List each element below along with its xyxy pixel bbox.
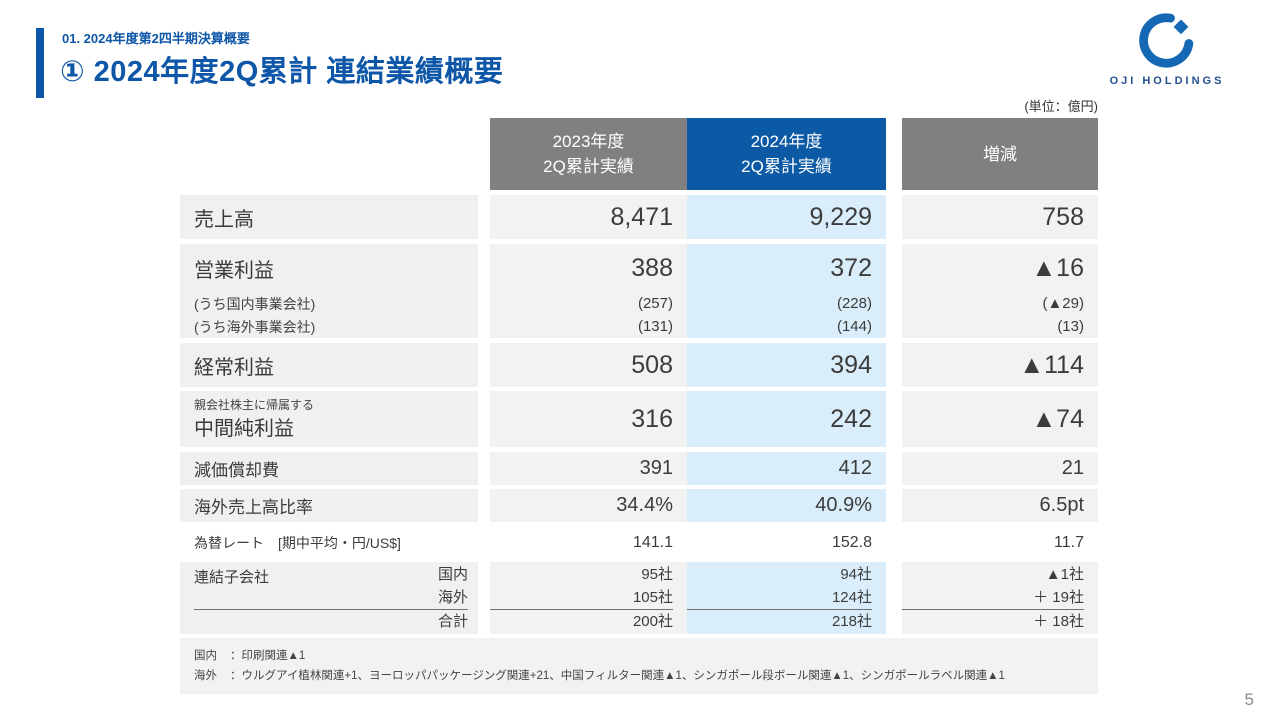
table-row-subsidiaries: 連結子会社 国内 海外 合計 95社 105社 200社 94社 124社 21… — [180, 562, 1098, 634]
value-change-group: ▲16 (▲29) (13) — [902, 244, 1098, 338]
value-fy2024-group: 372 (228) (144) — [687, 244, 886, 338]
value-fy2023-domestic: 95社 — [641, 566, 673, 583]
header-spacer — [180, 118, 490, 190]
change-label: 増減 — [983, 144, 1017, 164]
value-fy2023: 34.4% — [490, 489, 687, 522]
sub-row-label-domestic: (うち国内事業会社) — [194, 295, 316, 312]
value-fy2024: 9,229 — [687, 195, 886, 239]
company-logo: OJI HOLDINGS — [1092, 12, 1242, 87]
value-fy2023-overseas: 105社 — [632, 589, 673, 606]
table-header-row: 2023年度 2Q累計実績 2024年度 2Q累計実績 増減 — [180, 118, 1098, 190]
fy2023-line1: 2023年度 — [552, 132, 625, 151]
value-fy2023-group: 95社 105社 200社 — [490, 562, 687, 634]
sub-row-label-overseas: (うち海外事業会社) — [194, 318, 316, 335]
row-label: 中間純利益 — [194, 417, 294, 440]
value-change: 6.5pt — [902, 489, 1098, 522]
value-fy2023: 388 — [631, 253, 673, 282]
sub-value-change-domestic: (▲29) — [1042, 295, 1084, 312]
category-domestic: 国内 — [437, 566, 468, 583]
table-row-ordinary-profit: 経常利益 508 394 ▲114 — [180, 343, 1098, 387]
value-change-group: ▲1社 ＋ 19社 ＋ 18社 — [902, 562, 1098, 634]
value-fy2023: 316 — [490, 391, 687, 447]
value-fy2024: 394 — [687, 343, 886, 387]
footnote-text: ：印刷関連▲1 — [230, 650, 306, 662]
sub-value-fy2024-overseas: (144) — [836, 318, 872, 335]
table-row-fx-rate: 為替レート [期中平均・円/US$] 141.1 152.8 11.7 — [180, 527, 1098, 558]
value-change: 21 — [902, 452, 1098, 485]
row-label: 為替レート [期中平均・円/US$] — [194, 534, 401, 551]
table-row-operating-profit: 営業利益 (うち国内事業会社) (うち海外事業会社) 388 (257) (13… — [180, 244, 1098, 338]
value-fy2024: 372 — [830, 253, 872, 282]
row-label: 減価償却費 — [180, 452, 478, 485]
row-label: 営業利益 — [194, 259, 274, 282]
value-change: ▲114 — [902, 343, 1098, 387]
value-fy2023-total: 200社 — [490, 609, 673, 633]
fy2024-line1: 2024年度 — [750, 132, 823, 151]
value-fy2023-group: 388 (257) (131) — [490, 244, 687, 338]
table-row-net-income: 親会社株主に帰属する 中間純利益 316 242 ▲74 — [180, 391, 1098, 447]
footnotes-box: 国内 ：印刷関連▲1 海外 ：ウルグアイ植林関連+1、ヨーロッパパッケージング関… — [180, 638, 1098, 694]
table-row-overseas-sales-ratio: 海外売上高比率 34.4% 40.9% 6.5pt — [180, 489, 1098, 522]
value-fy2024: 412 — [687, 452, 886, 485]
row-label: 経常利益 — [180, 343, 478, 387]
value-change-domestic: ▲1社 — [1045, 566, 1084, 583]
value-fy2024: 242 — [687, 391, 886, 447]
fy2024-line2: 2Q累計実績 — [741, 157, 832, 176]
value-fy2024-domestic: 94社 — [840, 566, 872, 583]
value-fy2024: 152.8 — [831, 533, 872, 551]
sub-value-fy2023-domestic: (257) — [637, 295, 673, 312]
row-label-group: 営業利益 (うち国内事業会社) (うち海外事業会社) — [180, 244, 478, 338]
footnote-key: 海外 — [194, 670, 217, 682]
category-overseas: 海外 — [437, 589, 468, 606]
oji-swoosh-icon — [1139, 13, 1195, 72]
column-header-change: 増減 — [902, 118, 1098, 190]
value-change: 758 — [902, 195, 1098, 239]
sub-value-change-overseas: (13) — [1057, 318, 1084, 335]
value-fy2023: 391 — [490, 452, 687, 485]
value-fy2024: 40.9% — [687, 489, 886, 522]
value-fy2024-overseas: 124社 — [831, 589, 872, 606]
table-row-net-sales: 売上高 8,471 9,229 758 — [180, 195, 1098, 239]
column-header-fy2023: 2023年度 2Q累計実績 — [490, 118, 687, 190]
sub-value-fy2024-domestic: (228) — [836, 295, 872, 312]
table-row-depreciation: 減価償却費 391 412 21 — [180, 452, 1098, 485]
title-accent-bar — [36, 28, 44, 98]
page-title: ① 2024年度2Q累計 連結業績概要 — [60, 56, 504, 88]
row-label-group: 親会社株主に帰属する 中間純利益 — [180, 391, 478, 447]
row-label-group: 連結子会社 国内 海外 合計 — [180, 562, 478, 634]
value-fy2023: 508 — [490, 343, 687, 387]
value-fy2023: 8,471 — [490, 195, 687, 239]
section-label: 01. 2024年度第2四半期決算概要 — [62, 31, 250, 46]
value-fy2024-group: 94社 124社 218社 — [687, 562, 886, 634]
subsidiary-categories: 国内 海外 合計 — [194, 562, 468, 634]
footnote-key: 国内 — [194, 650, 217, 662]
row-label-qualifier: 親会社株主に帰属する — [194, 397, 315, 412]
row-label: 売上高 — [180, 195, 478, 239]
footnote-text: ：ウルグアイ植林関連+1、ヨーロッパパッケージング関連+21、中国フィルター関連… — [230, 670, 1005, 682]
row-label: 海外売上高比率 — [180, 489, 478, 522]
value-fy2023: 141.1 — [632, 533, 673, 551]
category-total: 合計 — [194, 609, 468, 633]
row-label: 連結子会社 — [194, 569, 270, 586]
unit-label: (単位：億円) — [1024, 99, 1098, 114]
footnote-overseas: 海外 ：ウルグアイ植林関連+1、ヨーロッパパッケージング関連+21、中国フィルタ… — [194, 666, 1084, 686]
value-fy2024-total: 218社 — [687, 609, 872, 633]
logo-text: OJI HOLDINGS — [1109, 75, 1225, 87]
sub-value-fy2023-overseas: (131) — [637, 318, 673, 335]
fy2023-line2: 2Q累計実績 — [543, 157, 634, 176]
value-change-overseas: ＋ 19社 — [1033, 589, 1084, 606]
value-change: 11.7 — [1054, 533, 1084, 551]
page-number: 5 — [1244, 690, 1254, 709]
column-header-fy2024: 2024年度 2Q累計実績 — [687, 118, 886, 190]
value-change: ▲16 — [1031, 253, 1084, 282]
value-change-total: ＋ 18社 — [902, 609, 1084, 633]
footnote-domestic: 国内 ：印刷関連▲1 — [194, 646, 1084, 666]
value-change: ▲74 — [902, 391, 1098, 447]
results-table: 2023年度 2Q累計実績 2024年度 2Q累計実績 増減 売上高 8,471… — [180, 118, 1098, 642]
